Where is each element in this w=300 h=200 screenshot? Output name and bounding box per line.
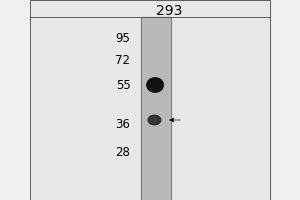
Bar (141, 17, 171, 200)
Text: 72: 72 (116, 53, 130, 66)
Text: 55: 55 (116, 79, 130, 92)
Bar (30, 0, 270, 200)
Ellipse shape (148, 115, 161, 125)
Text: 28: 28 (116, 146, 130, 158)
Text: 36: 36 (116, 118, 130, 132)
Bar (30, 0, 270, 200)
Ellipse shape (147, 78, 163, 92)
Text: 95: 95 (116, 32, 130, 46)
Text: 293: 293 (156, 4, 183, 18)
